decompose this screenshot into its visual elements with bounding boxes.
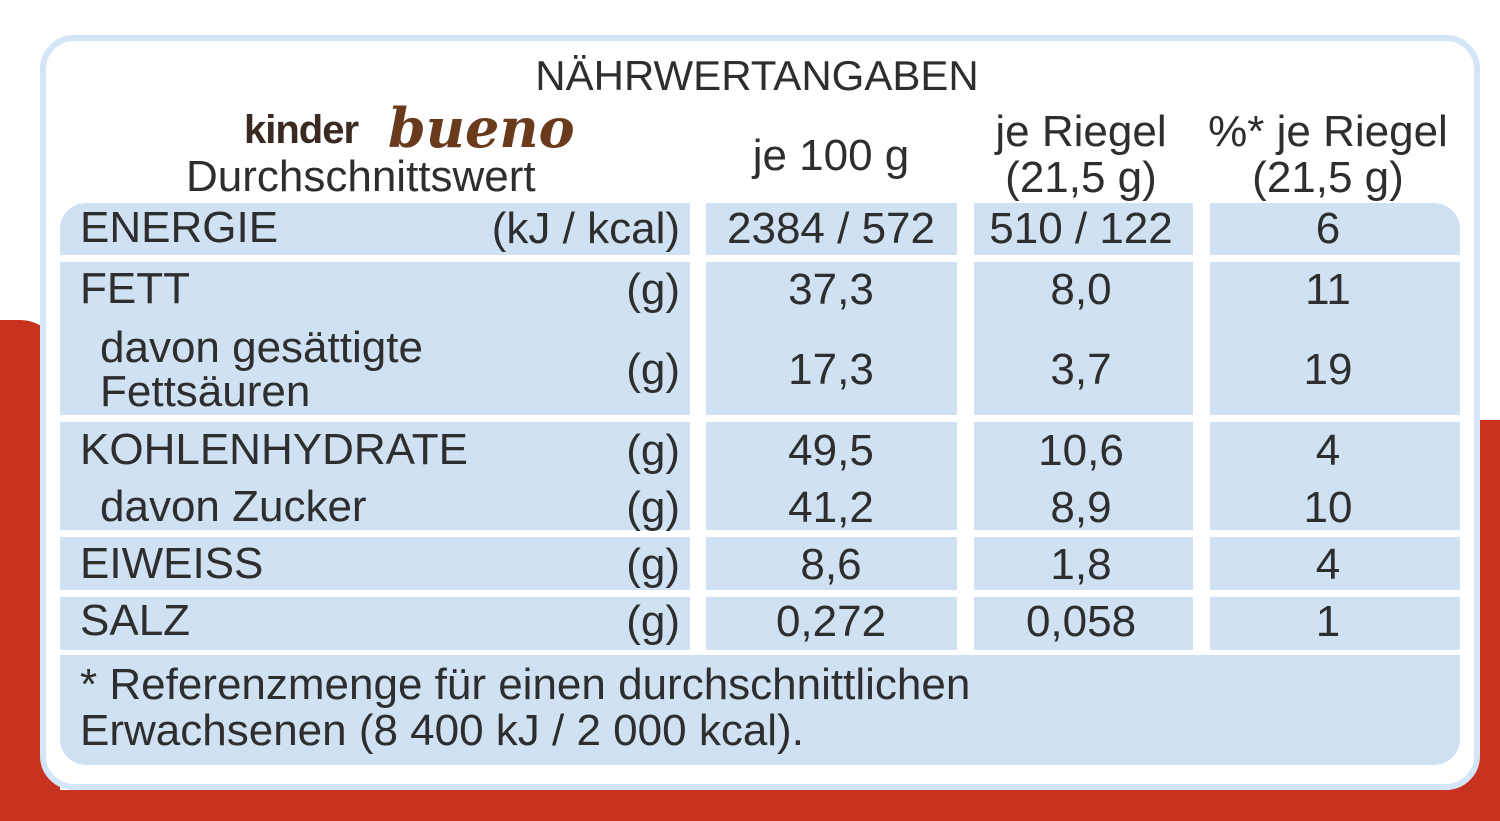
table-cell-bg: [60, 203, 690, 255]
footnote-bg: [60, 655, 1460, 765]
row-unit: (g): [626, 426, 680, 475]
row-value: 1,8: [1050, 540, 1112, 589]
row-value: 8,6: [800, 540, 862, 589]
column-header: je Riegel: [995, 107, 1167, 156]
row-value: 11: [1305, 265, 1351, 314]
brand-bueno: bueno: [388, 96, 575, 160]
column-header: %* je Riegel: [1208, 107, 1448, 156]
row-label: ENERGIE: [80, 203, 279, 252]
packaging-bottom: [0, 790, 1500, 821]
column-header: je 100 g: [752, 131, 910, 180]
row-label: EIWEISS: [80, 539, 264, 588]
table-cell-bg: [60, 537, 690, 590]
column-header: (21,5 g): [1005, 153, 1157, 202]
table-cell-bg: [706, 422, 957, 530]
row-value: 1: [1315, 597, 1341, 646]
row-value: 0,058: [1025, 597, 1137, 646]
table-cell-bg: [60, 422, 690, 530]
row-unit: (g): [626, 597, 680, 646]
row-unit: (g): [626, 265, 680, 314]
row-value: 0,272: [775, 597, 887, 646]
column-header: (21,5 g): [1252, 153, 1404, 202]
row-value: 4: [1315, 540, 1341, 589]
table-cell-bg: [60, 262, 690, 415]
row-value: 3,7: [1050, 345, 1112, 394]
row-value: 41,2: [788, 483, 874, 532]
table-cell-bg: [1210, 262, 1460, 415]
row-label: KOHLENHYDRATE: [80, 425, 468, 474]
row-unit: (g): [626, 483, 680, 532]
row-unit: (g): [626, 540, 680, 589]
table-cell-bg: [974, 262, 1193, 415]
table-cell-bg: [1210, 537, 1460, 590]
row-value: 8,9: [1050, 483, 1112, 532]
row-value: 10: [1303, 483, 1353, 532]
row-value: 4: [1315, 426, 1341, 475]
row-value: 37,3: [788, 265, 874, 314]
table-cell-bg: [974, 203, 1193, 255]
table-cell-bg: [60, 597, 690, 650]
table-cell-bg: [1210, 203, 1460, 255]
brand-kinder: kinder: [244, 108, 359, 152]
column-label: Durchschnittswert: [186, 152, 536, 201]
row-label: FETT: [80, 264, 190, 313]
footnote-line: Erwachsenen (8 400 kJ / 2 000 kcal).: [80, 706, 804, 755]
table-cell-bg: [1210, 597, 1460, 650]
row-value: 6: [1315, 204, 1341, 253]
table-cell-bg: [974, 597, 1193, 650]
table-cell-bg: [706, 262, 957, 415]
table-cell-bg: [974, 537, 1193, 590]
row-label: davon gesättigte Fettsäuren: [100, 323, 423, 416]
row-label: SALZ: [80, 596, 191, 645]
table-cell-bg: [706, 537, 957, 590]
table-cell-bg: [706, 203, 957, 255]
table-cell-bg: [706, 597, 957, 650]
row-value: 2384 / 572: [727, 204, 935, 253]
row-unit: (kJ / kcal): [491, 204, 680, 253]
row-label: davon Zucker: [100, 482, 367, 531]
row-value: 19: [1303, 345, 1353, 394]
title: NÄHRWERTANGABEN: [535, 52, 979, 99]
row-value: 8,0: [1050, 265, 1112, 314]
row-value: 17,3: [788, 345, 874, 394]
table-cell-bg: [1210, 422, 1460, 530]
row-value: 10,6: [1038, 426, 1124, 475]
row-value: 510 / 122: [989, 204, 1173, 253]
row-value: 49,5: [788, 426, 874, 475]
row-unit: (g): [626, 345, 680, 394]
footnote-line: * Referenzmenge für einen durchschnittli…: [80, 660, 971, 709]
table-cell-bg: [974, 422, 1193, 530]
